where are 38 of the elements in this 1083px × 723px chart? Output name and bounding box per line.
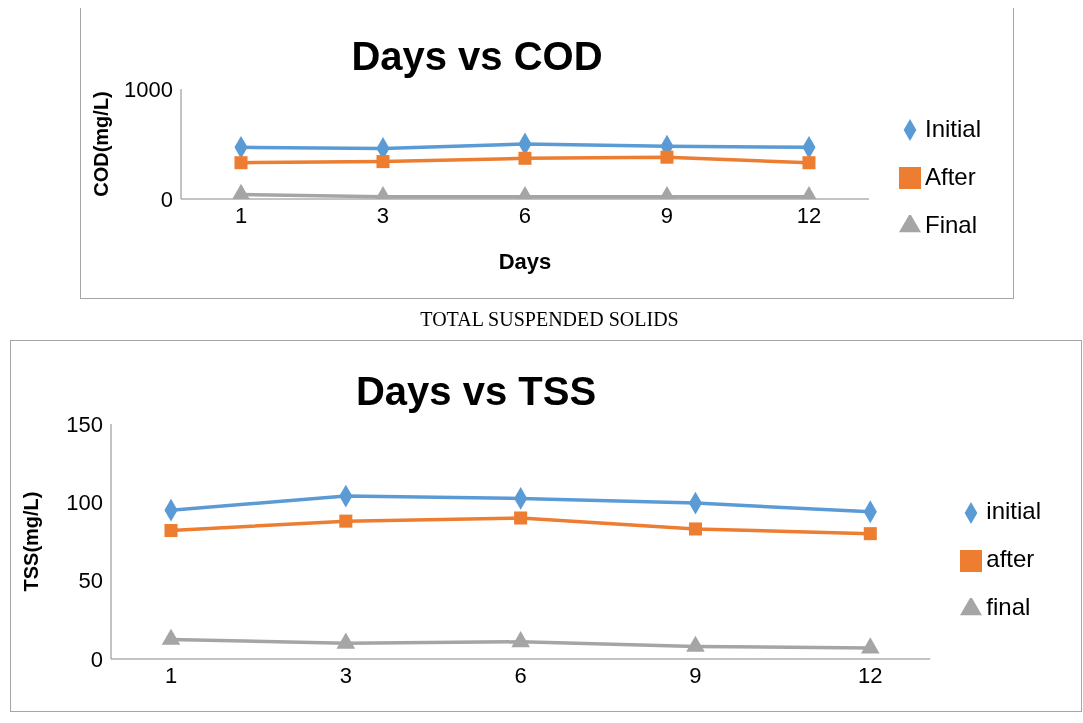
point bbox=[514, 511, 528, 525]
text: TOTAL SUSPENDED SOLIDS bbox=[419, 308, 680, 331]
y-axis-title: COD(mg/L) bbox=[90, 91, 113, 197]
x-tick-label: 9 bbox=[660, 202, 674, 228]
y-tick-label: 0 bbox=[160, 186, 173, 212]
x-tick-label: 3 bbox=[376, 202, 390, 228]
legend-label: after bbox=[986, 545, 1035, 572]
x-tick-label: 3 bbox=[339, 662, 352, 688]
point bbox=[860, 637, 880, 654]
point bbox=[336, 632, 356, 649]
legend-label: final bbox=[986, 593, 1031, 620]
y-tick-label: 100 bbox=[66, 490, 103, 516]
x-tick-label: 6 bbox=[518, 202, 532, 228]
point bbox=[161, 628, 181, 645]
x-tick-label: 12 bbox=[796, 202, 822, 228]
x-tick-label: 9 bbox=[689, 662, 702, 688]
x-tick-label: 6 bbox=[514, 662, 527, 688]
x-tick-label: 1 bbox=[164, 662, 178, 688]
point bbox=[339, 514, 353, 528]
y-axis-title: TSS(mg/L) bbox=[20, 491, 43, 592]
y-tick-label: 1000 bbox=[124, 76, 173, 102]
x-tick-label: 1 bbox=[234, 202, 248, 228]
point bbox=[688, 522, 702, 536]
legend-label: After bbox=[924, 162, 976, 190]
x-tick-label: 12 bbox=[858, 662, 883, 688]
legend-label: initial bbox=[986, 497, 1041, 524]
point bbox=[863, 527, 877, 541]
chart-title: Days vs COD bbox=[351, 34, 603, 78]
point bbox=[686, 635, 705, 652]
y-tick-label: 150 bbox=[66, 411, 103, 437]
legend-label: Initial bbox=[924, 114, 981, 142]
y-tick-label: 0 bbox=[90, 646, 103, 672]
legend-label: Final bbox=[924, 210, 977, 238]
y-tick-label: 50 bbox=[78, 568, 103, 594]
x-axis-title: Days bbox=[498, 249, 552, 274]
point bbox=[511, 631, 530, 648]
point bbox=[164, 524, 178, 538]
chart-title: Days vs TSS bbox=[355, 369, 597, 413]
